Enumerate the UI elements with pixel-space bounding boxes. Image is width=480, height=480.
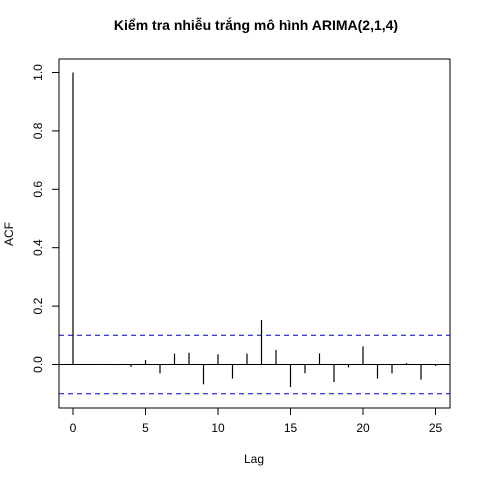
y-tick-label: 0.0: [31, 356, 45, 373]
y-tick-label: 0.2: [31, 297, 45, 314]
x-axis: 0 5 10 15 20 25: [70, 407, 443, 435]
plot-marks: [59, 72, 450, 395]
y-tick-label: 0.8: [31, 122, 45, 139]
x-tick-label: 15: [284, 421, 298, 435]
y-axis: 0.0 0.2 0.4 0.6 0.8 1.0: [31, 64, 60, 373]
y-tick-label: 0.4: [31, 239, 45, 256]
x-tick-label: 25: [429, 421, 443, 435]
x-tick-label: 20: [356, 421, 370, 435]
y-axis-label: ACF: [2, 222, 16, 246]
y-tick-label: 0.6: [31, 181, 45, 198]
x-axis-label: Lag: [244, 452, 264, 466]
x-tick-label: 5: [142, 421, 149, 435]
plot-frame: [58, 58, 451, 409]
x-tick-label: 10: [211, 421, 225, 435]
y-tick-label: 1.0: [31, 64, 45, 81]
chart-title: Kiểm tra nhiễu trắng mô hình ARIMA(2,1,4…: [114, 16, 398, 33]
x-tick-label: 0: [70, 421, 77, 435]
